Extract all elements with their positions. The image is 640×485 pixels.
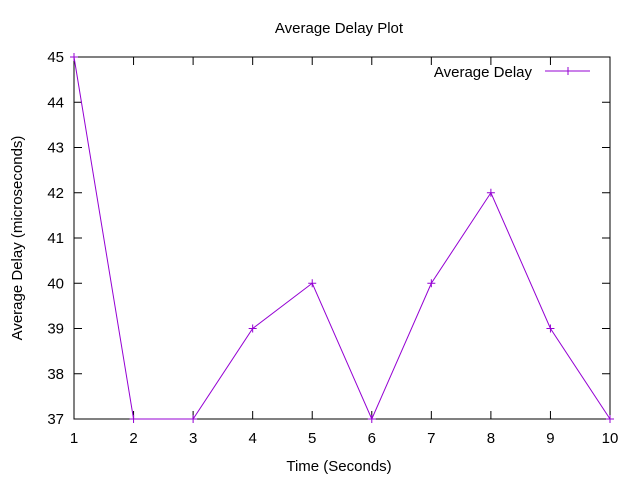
y-tick-label: 40 xyxy=(47,275,64,292)
data-point-marker xyxy=(606,415,614,423)
x-tick-label: 4 xyxy=(248,430,256,447)
chart-title: Average Delay Plot xyxy=(275,20,404,37)
y-axis-label: Average Delay (microseconds) xyxy=(9,136,26,341)
x-tick-label: 10 xyxy=(602,430,619,447)
x-tick-label: 2 xyxy=(129,430,137,447)
series-line xyxy=(73,56,611,421)
y-tick-label: 41 xyxy=(47,230,64,247)
data-point-marker xyxy=(367,415,376,423)
data-point-marker xyxy=(486,188,495,197)
x-tick-label: 8 xyxy=(487,430,495,447)
x-axis-ticks: 1 2 3 4 5 6 7 8 9 10 xyxy=(70,57,619,447)
y-tick-label: 39 xyxy=(47,321,64,338)
x-axis-label: Time (Seconds) xyxy=(286,458,391,475)
series-layer xyxy=(70,53,614,423)
y-axis-ticks: 37 38 39 40 41 42 43 44 45 xyxy=(47,49,610,428)
y-tick-label: 42 xyxy=(47,185,64,202)
x-tick-label: 6 xyxy=(368,430,376,447)
data-point-marker xyxy=(189,415,198,423)
x-tick-label: 7 xyxy=(427,430,435,447)
x-tick-label: 9 xyxy=(546,430,554,447)
plot-frame xyxy=(73,56,611,420)
y-tick-label: 44 xyxy=(47,94,64,111)
x-tick-label: 1 xyxy=(70,430,78,447)
data-point-marker xyxy=(546,324,555,333)
x-tick-label: 5 xyxy=(308,430,316,447)
data-point-marker xyxy=(70,53,78,61)
data-point-marker xyxy=(248,324,257,333)
y-tick-label: 43 xyxy=(47,140,64,157)
legend-label: Average Delay xyxy=(434,64,533,81)
data-point-marker xyxy=(129,415,138,423)
data-point-marker xyxy=(427,279,436,288)
x-tick-label: 3 xyxy=(189,430,197,447)
legend: Average Delay xyxy=(434,64,590,81)
y-tick-label: 38 xyxy=(47,366,64,383)
legend-marker-sample xyxy=(564,67,572,75)
y-tick-label: 45 xyxy=(47,49,64,66)
data-point-marker xyxy=(308,279,317,288)
y-tick-label: 37 xyxy=(47,411,64,428)
